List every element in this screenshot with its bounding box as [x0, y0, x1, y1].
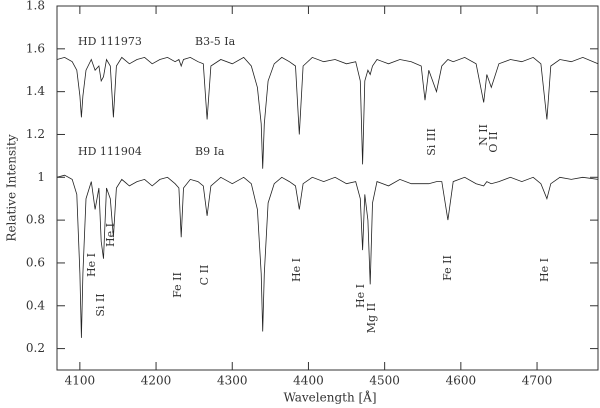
x-tick-label: 4600: [446, 374, 477, 388]
y-tick-label: 0.2: [26, 341, 45, 355]
annotation: He I: [354, 284, 367, 308]
annotation: B9 Ia: [195, 145, 225, 158]
x-tick-label: 4200: [141, 374, 172, 388]
annotation: Mg II: [365, 303, 378, 334]
y-tick-label: 1.2: [26, 127, 45, 141]
spectrum-line: [56, 56, 599, 169]
y-tick-label: 0.4: [26, 298, 45, 312]
annotation: He I: [538, 258, 551, 282]
annotation: Fe II: [441, 255, 454, 281]
annotation: B3-5 Ia: [195, 35, 236, 48]
x-axis-title: Wavelength [Å]: [283, 390, 376, 405]
annotation: Si II: [94, 293, 107, 316]
annotation: N II: [477, 124, 490, 146]
plot-frame: [56, 5, 599, 371]
annotation: He I: [85, 253, 98, 277]
y-tick-label: 1.8: [26, 0, 45, 13]
x-tick-label: 4400: [293, 374, 324, 388]
annotation: He I: [290, 258, 303, 282]
annotation: Si III: [425, 128, 438, 156]
annotation: HD 111973: [78, 35, 142, 48]
x-tick-label: 4100: [65, 374, 96, 388]
x-tick-label: 4300: [217, 374, 248, 388]
spectrum-line: [56, 174, 599, 338]
y-axis-title: Relative Intensity: [5, 134, 19, 241]
annotation: C II: [198, 265, 211, 286]
annotation: O II: [487, 131, 500, 152]
annotation: HD 111904: [78, 145, 142, 158]
y-tick-label: 1: [37, 170, 45, 184]
y-tick-label: 0.8: [26, 213, 45, 227]
y-tick-label: 0.6: [26, 255, 45, 269]
x-tick-label: 4700: [522, 374, 553, 388]
y-tick-label: 1.6: [26, 41, 45, 55]
x-tick-label: 4500: [369, 374, 400, 388]
y-tick-label: 1.4: [26, 84, 45, 98]
annotation: He I: [104, 223, 117, 247]
annotation: Fe II: [171, 272, 184, 298]
